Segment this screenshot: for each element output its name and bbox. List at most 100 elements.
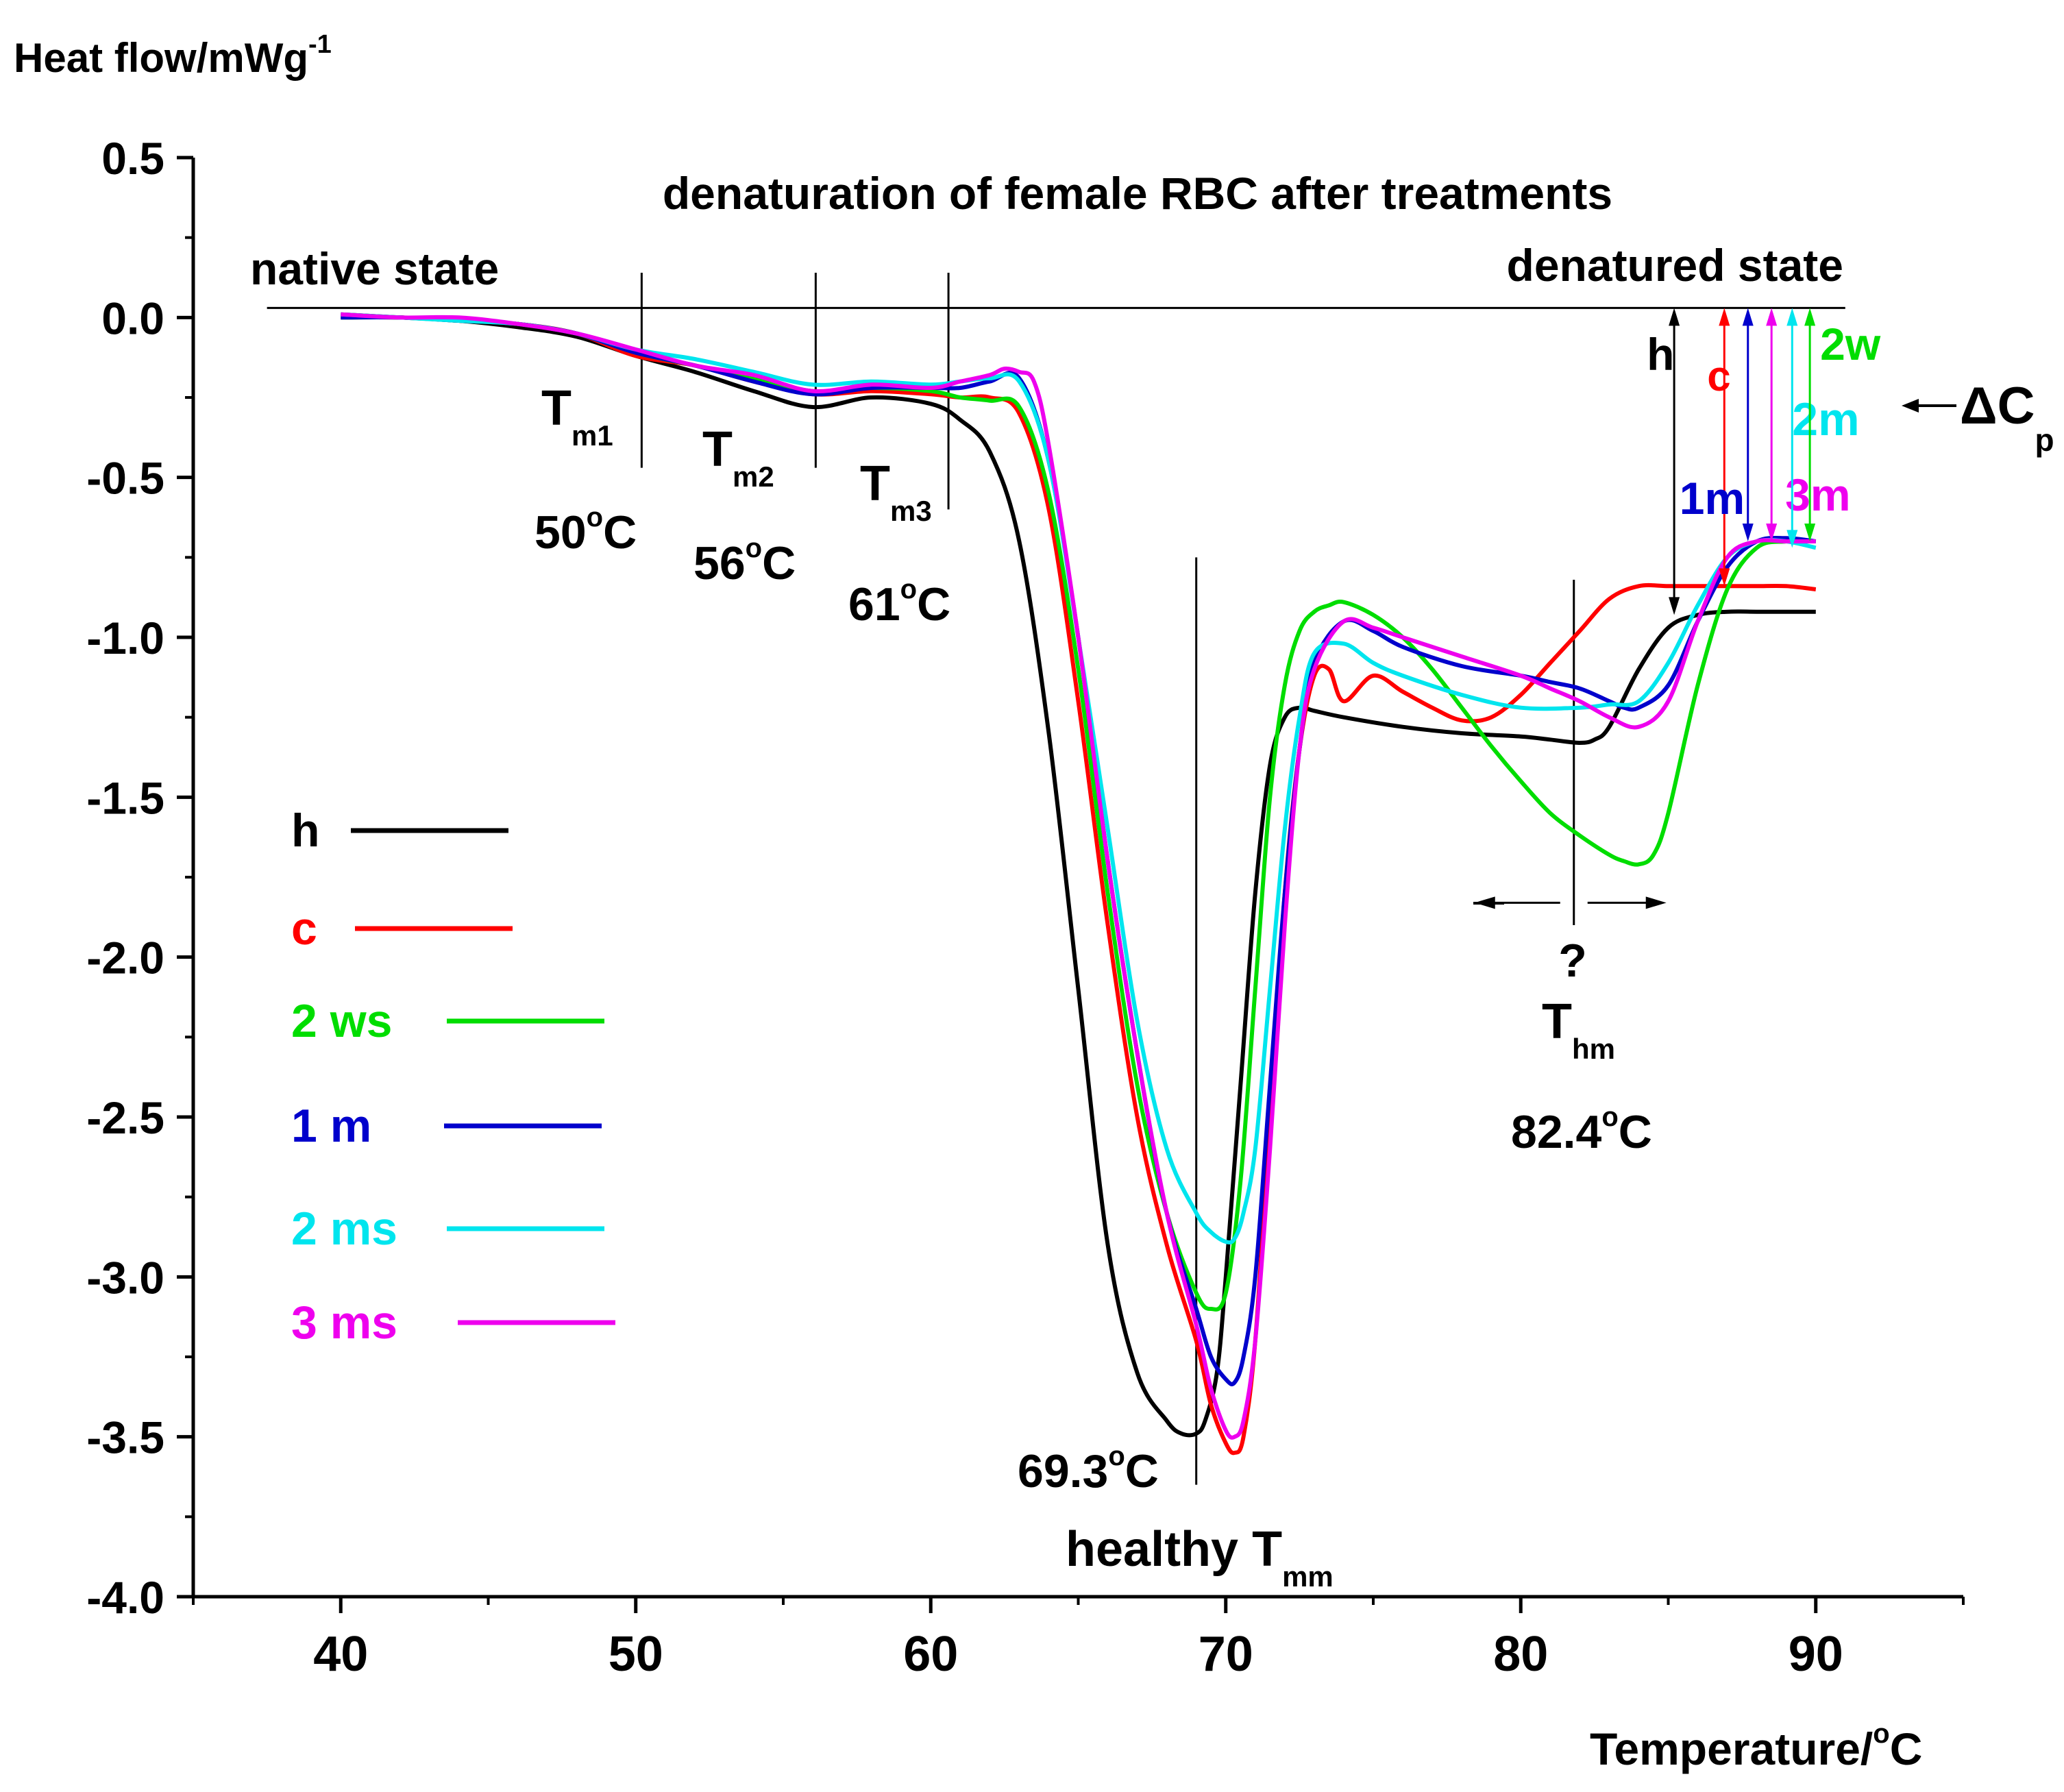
tm1-value-deg: o — [587, 502, 603, 532]
thm-label: Thm — [1542, 994, 1615, 1065]
x-axis-label-tail: C — [1890, 1723, 1923, 1774]
series-line-c — [341, 315, 1817, 1456]
peak-value-label: 69.3oC — [1018, 1441, 1159, 1497]
delta-cp-arrowhead-up — [1669, 308, 1680, 326]
tm1-value-num: 50 — [535, 506, 587, 559]
chart-title: denaturation of female RBC after treatme… — [663, 168, 1612, 219]
thm-value-deg: o — [1601, 1102, 1618, 1132]
tm1-sub: m1 — [572, 419, 613, 452]
delta-cp-arrowhead-up — [1786, 308, 1798, 326]
tm3-value-num: 61 — [848, 578, 900, 630]
x-tick-label: 50 — [609, 1627, 663, 1682]
delta-cp-arrowhead-up — [1804, 308, 1816, 326]
y-tick-label: -1.5 — [86, 772, 164, 823]
peak-value-unit: C — [1125, 1445, 1159, 1497]
denatured-state-label: denatured state — [1507, 240, 1843, 291]
legend-label-1m: 1 m — [291, 1100, 371, 1152]
tm1-value-unit: C — [603, 506, 637, 559]
y-tick-label: -2.0 — [86, 933, 164, 983]
tm3-label: Tm3 — [860, 456, 932, 527]
legend-label-3ms: 3 ms — [291, 1297, 397, 1349]
legend-label-2ws: 2 ws — [291, 995, 392, 1047]
delta-cp-pointer-head — [1902, 399, 1919, 413]
delta-cp-arrowhead-up — [1719, 308, 1730, 326]
y-axis-label-main: Heat flow/mWg — [14, 35, 308, 81]
y-axis-label: Heat flow/mWg-1 — [14, 30, 332, 81]
delta-cp-main: ΔC — [1960, 377, 2035, 435]
healthy-tmm-label: healthy Tmm — [1066, 1522, 1334, 1593]
series-line-1m — [341, 315, 1817, 1386]
delta-cp-arrowhead-down — [1766, 524, 1778, 541]
thm-main: T — [1542, 994, 1572, 1049]
y-tick-label: -4.0 — [86, 1572, 164, 1623]
x-tick-label: 90 — [1789, 1627, 1843, 1682]
tm2-value-unit: C — [762, 537, 796, 589]
tm1-value: 50oC — [535, 502, 637, 559]
legend-label-c: c — [291, 903, 317, 955]
x-axis-label-sup: o — [1873, 1719, 1889, 1749]
y-tick-label: -3.0 — [86, 1252, 164, 1303]
x-tick-label: 70 — [1199, 1627, 1253, 1682]
y-tick-label: -2.5 — [86, 1092, 164, 1143]
x-axis-label-main: Temperature/ — [1590, 1723, 1873, 1774]
x-tick-label: 80 — [1493, 1627, 1548, 1682]
tm3-main: T — [860, 456, 890, 511]
series-line-3ms — [341, 312, 1816, 1440]
y-tick-label: -0.5 — [86, 453, 164, 504]
tm2-label: Tm2 — [702, 422, 774, 493]
healthy-main: healthy T — [1066, 1522, 1282, 1577]
delta-cp-arrowhead-up — [1742, 308, 1754, 326]
thm-value-unit: C — [1619, 1106, 1652, 1158]
delta-cp-arrowhead-down — [1719, 568, 1730, 587]
delta-cp-label: ΔCp — [1960, 377, 2054, 458]
thm-value: 82.4oC — [1511, 1102, 1652, 1158]
x-ticks: 40 50 60 70 80 90 — [192, 1597, 1965, 1682]
peak-value-deg: o — [1108, 1441, 1125, 1471]
y-tick-label: 0.5 — [101, 133, 164, 184]
thm-right-arrowhead — [1645, 896, 1667, 909]
series-lines — [341, 312, 1817, 1456]
y-axis-label-sup: -1 — [308, 30, 332, 59]
legend-label-2ms: 2 ms — [291, 1203, 397, 1255]
healthy-sub: mm — [1282, 1560, 1334, 1593]
delta-cp-arrowhead-down — [1804, 524, 1816, 541]
series-line-h — [341, 312, 1816, 1438]
tm2-value-num: 56 — [693, 537, 746, 589]
delta-cp-label-h: h — [1647, 329, 1674, 380]
tm2-main: T — [702, 422, 733, 477]
transition-markers — [640, 273, 1667, 1485]
tm3-value-unit: C — [917, 578, 950, 630]
question-mark: ? — [1558, 935, 1587, 987]
tm1-main: T — [541, 381, 572, 436]
delta-cp-arrowhead-down — [1786, 530, 1798, 548]
tm3-sub: m3 — [890, 495, 932, 527]
y-tick-label: 0.0 — [101, 293, 164, 343]
delta-cp-label-3m: 3m — [1785, 469, 1850, 520]
series-line-2ws — [341, 315, 1816, 1312]
tm1-label: Tm1 — [541, 381, 613, 452]
tm3-value: 61oC — [848, 574, 950, 630]
delta-cp-label-2w: 2w — [1820, 319, 1881, 369]
delta-cp-arrowhead-up — [1766, 308, 1778, 326]
peak-value-num: 69.3 — [1018, 1445, 1108, 1497]
x-tick-label: 60 — [903, 1627, 958, 1682]
tm2-value-deg: o — [746, 533, 762, 563]
legend: hc 2 ws 1 m 2 ms 3 ms — [291, 805, 615, 1349]
y-ticks: 0.5 0.0 -0.5 -1.0 -1.5 -2.0 -2.5 -3.0 -3.5 -4.0 — [86, 133, 193, 1623]
y-tick-label: -3.5 — [86, 1412, 164, 1463]
x-tick-label: 40 — [313, 1627, 368, 1682]
tm2-value: 56oC — [693, 533, 796, 589]
series-line-2ms — [341, 312, 1817, 1245]
tm2-sub: m2 — [733, 461, 774, 493]
delta-cp-arrowhead-down — [1669, 597, 1680, 615]
y-tick-label: -1.0 — [86, 613, 164, 663]
x-axis-label: Temperature/oC — [1590, 1719, 1922, 1774]
legend-label-h: h — [291, 805, 320, 857]
tm3-value-deg: o — [900, 574, 917, 604]
delta-cp-label-c: c — [1707, 353, 1730, 400]
thm-value-num: 82.4 — [1511, 1106, 1602, 1158]
delta-cp-arrowhead-down — [1742, 524, 1754, 541]
delta-cp-label-2m: 2m — [1792, 393, 1859, 445]
delta-cp-arrows: h c 1m 3m 2m 2w — [1647, 308, 1881, 615]
